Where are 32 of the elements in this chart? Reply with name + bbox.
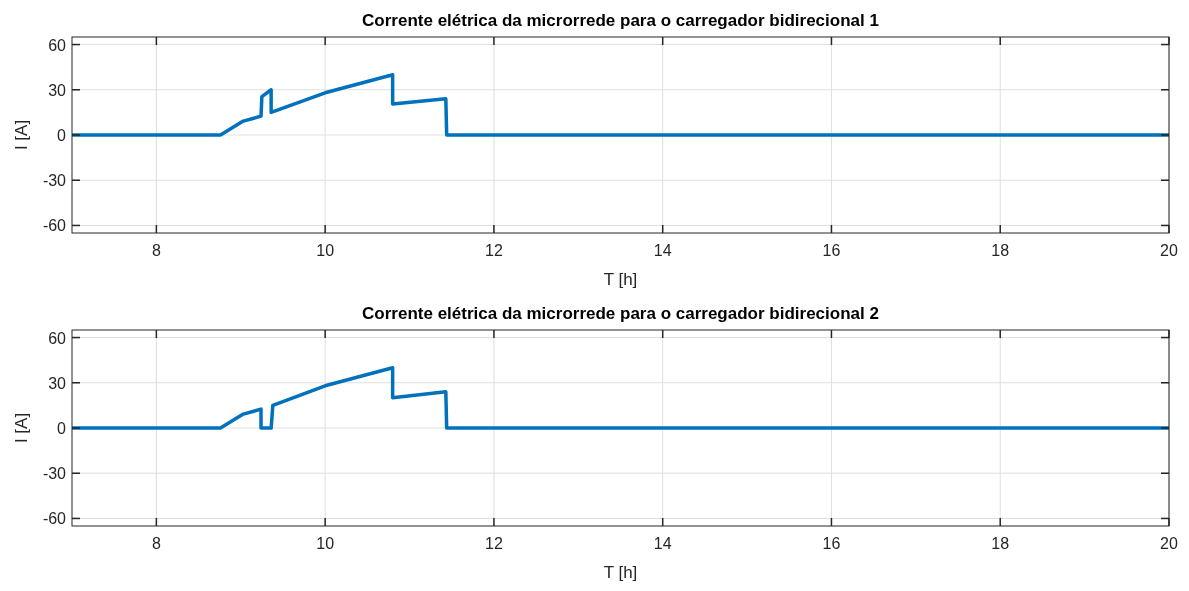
y-tick-label: -60 <box>42 217 67 235</box>
x-tick-label: 8 <box>151 535 161 552</box>
x-axis-title: T [h] <box>603 270 638 289</box>
x-tick-label: 16 <box>822 242 841 259</box>
x-tick-label: 18 <box>991 242 1010 259</box>
y-axis-title: I [A] <box>12 119 31 151</box>
y-tick-label: -60 <box>42 510 67 528</box>
x-tick-label: 10 <box>316 535 335 552</box>
y-tick-label: -30 <box>42 465 67 483</box>
x-tick-label: 12 <box>485 535 503 552</box>
x-tick-label: 14 <box>653 242 672 259</box>
x-tick-label: 20 <box>1160 242 1178 259</box>
x-tick-label: 20 <box>1160 535 1178 552</box>
line-series <box>72 365 1169 430</box>
x-tick-label: 14 <box>653 535 672 552</box>
x-tick-label: 8 <box>151 242 161 259</box>
y-tick-label: 0 <box>57 127 67 144</box>
y-tick-label: 0 <box>57 420 67 437</box>
x-tick-label: 18 <box>991 535 1010 552</box>
y-tick-label: 30 <box>48 374 67 392</box>
y-tick-label: 30 <box>48 81 67 99</box>
chart-title: Corrente elétrica da microrrede para o carregador bidirecional 1 <box>362 11 879 30</box>
y-axis-title: I [A] <box>12 412 31 444</box>
y-tick-label: 60 <box>48 36 67 54</box>
chart-title: Corrente elétrica da microrrede para o carregador bidirecional 2 <box>362 304 879 323</box>
x-tick-label: 12 <box>485 242 503 259</box>
x-tick-label: 16 <box>822 535 841 552</box>
x-tick-label: 10 <box>316 242 335 259</box>
y-tick-label: -30 <box>42 172 67 190</box>
x-axis-title: T [h] <box>603 563 638 582</box>
y-tick-label: 60 <box>48 329 67 347</box>
line-series <box>72 72 1169 137</box>
